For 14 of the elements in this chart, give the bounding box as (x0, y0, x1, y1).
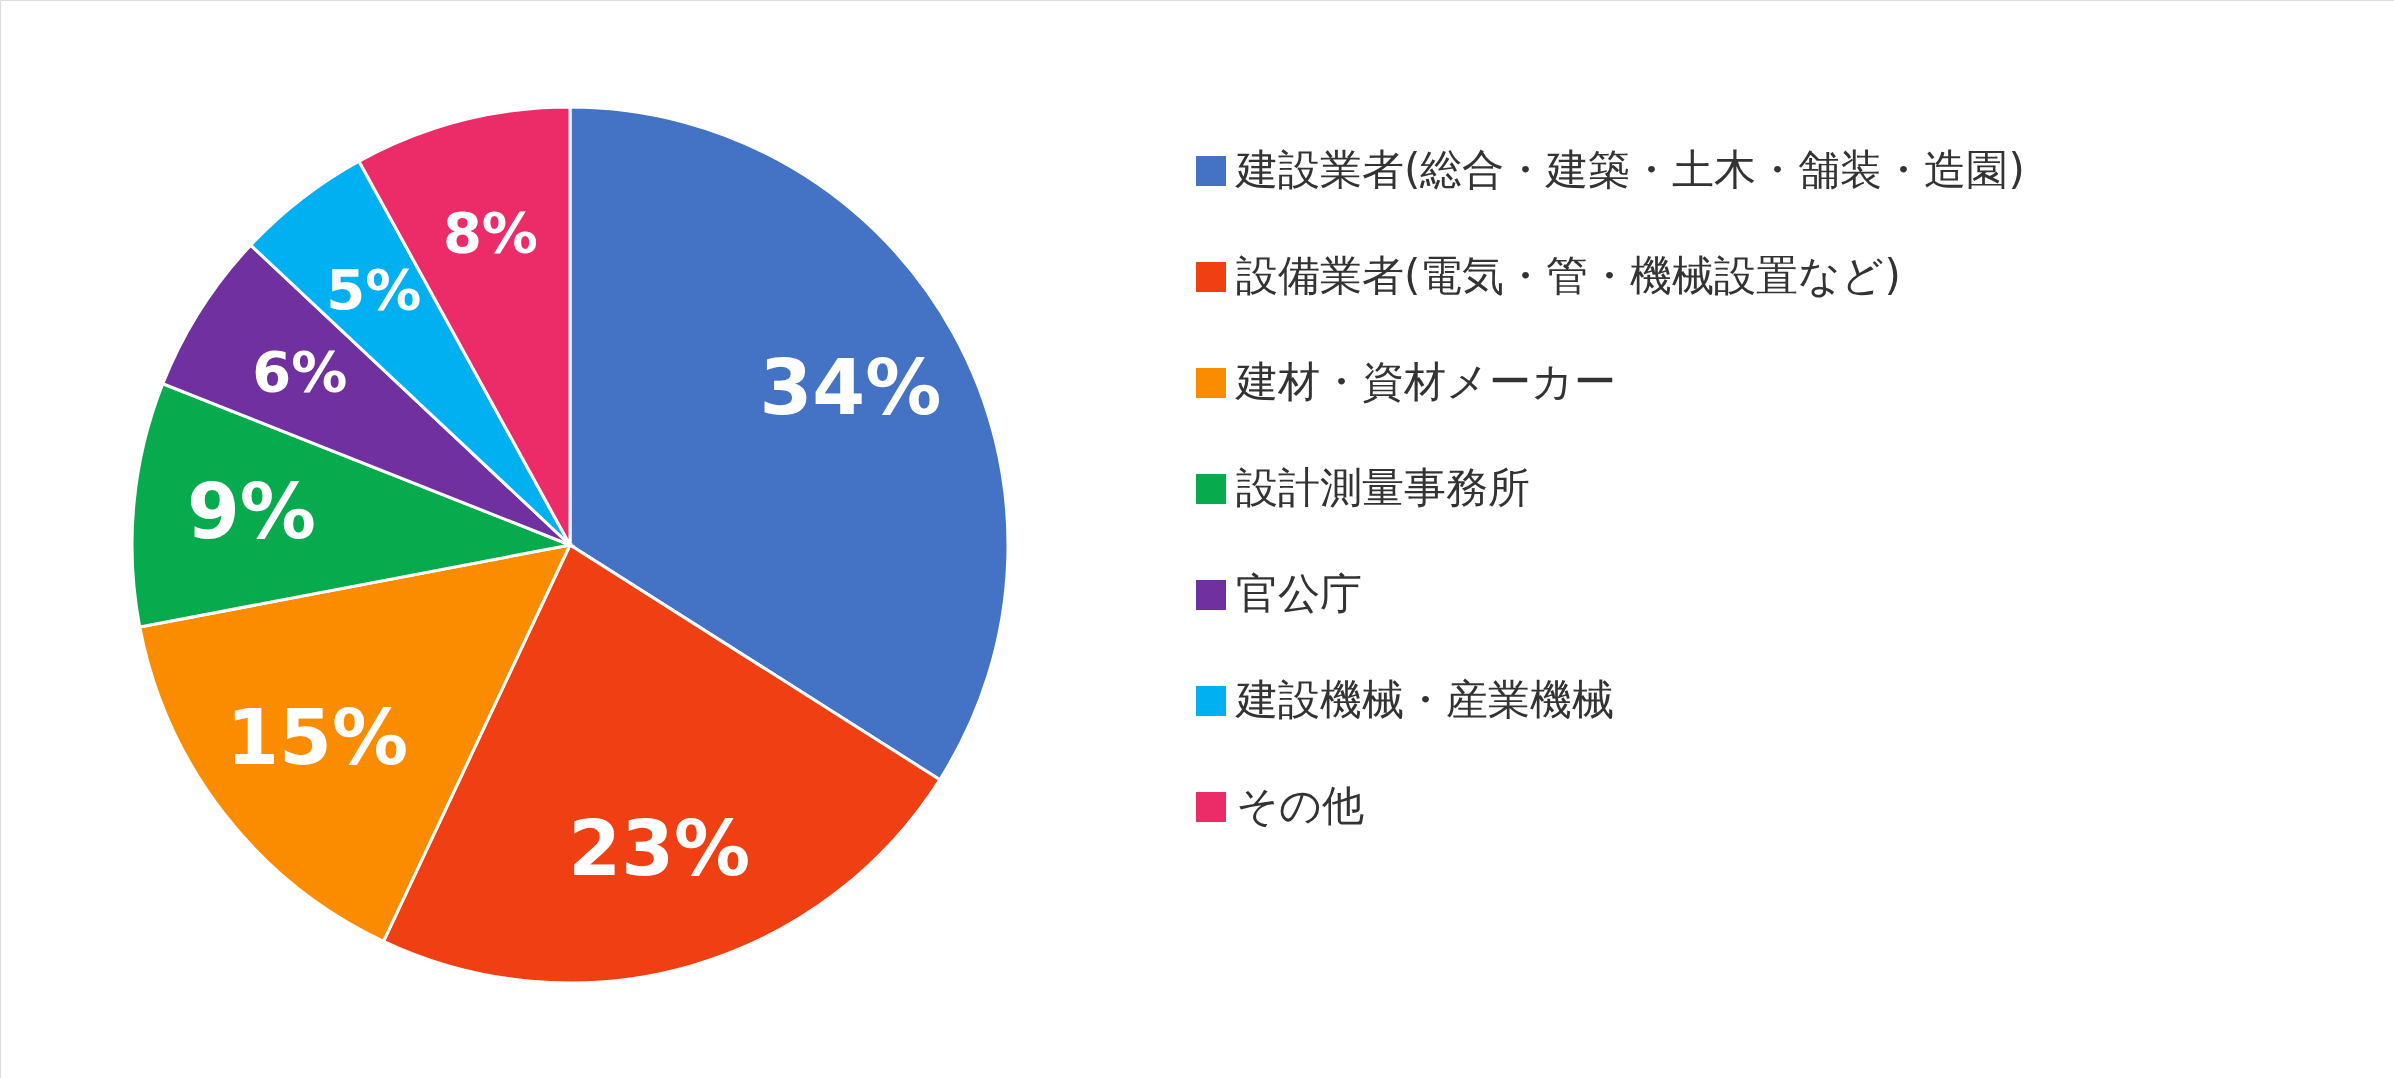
data-label: 15% (226, 693, 409, 783)
legend-label: 官公庁 (1236, 569, 1362, 618)
data-label: 5% (326, 257, 422, 323)
legend-label: 建設業者(総合・建築・土木・舗装・造園) (1235, 145, 2025, 194)
data-label: 9% (186, 466, 316, 556)
data-label: 34% (759, 342, 942, 432)
data-label: 8% (442, 200, 538, 266)
legend-label: 建材・資材メーカー (1235, 357, 1616, 406)
legend-label: その他 (1236, 781, 1364, 830)
legend-label: 設計測量事務所 (1236, 463, 1530, 512)
legend-label: 設備業者(電気・管・機械設置など) (1236, 251, 1901, 300)
data-label: 6% (252, 338, 348, 404)
legend-label: 建設機械・産業機械 (1235, 675, 1614, 724)
data-label: 23% (568, 804, 751, 894)
